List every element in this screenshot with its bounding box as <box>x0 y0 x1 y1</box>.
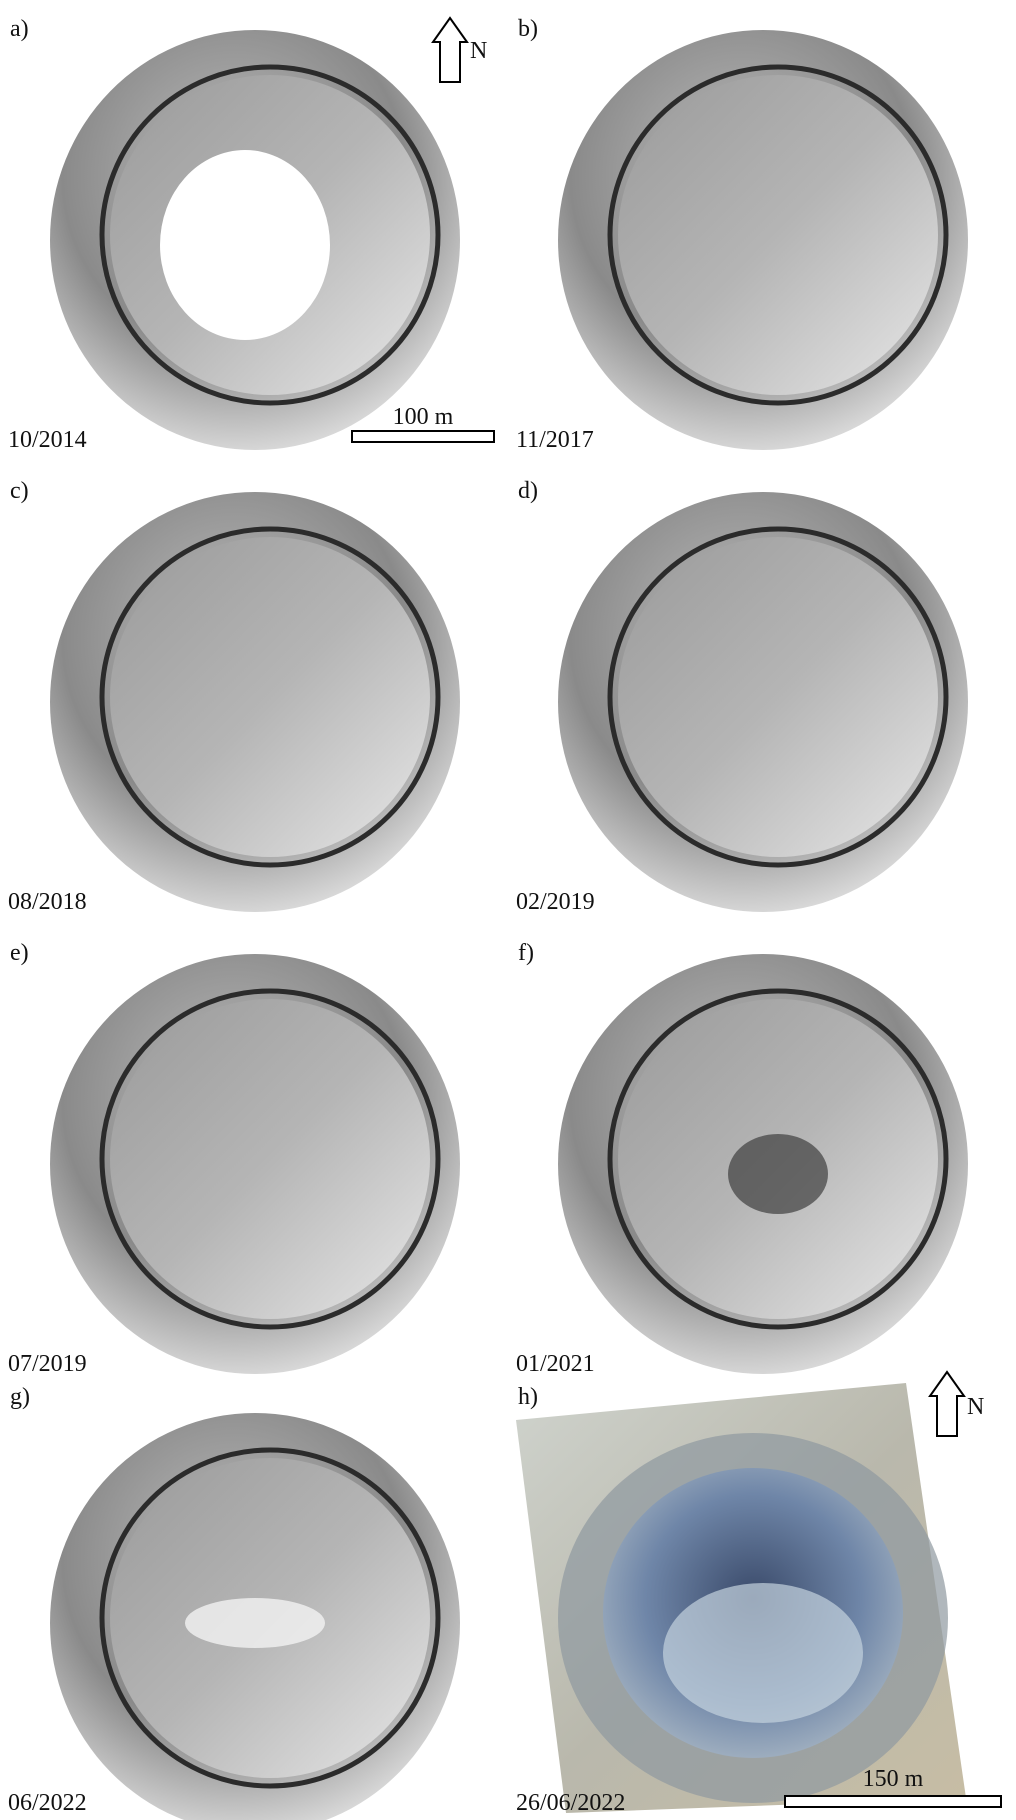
panel-date: 06/2022 <box>8 1790 87 1816</box>
crater-floor <box>618 75 938 395</box>
north-arrow: N <box>433 18 487 82</box>
panel: d) 02/2019 <box>516 478 968 915</box>
panel-date: 02/2019 <box>516 889 595 915</box>
panel-date: 11/2017 <box>516 427 594 453</box>
arrow <box>930 1372 964 1436</box>
cone <box>185 1598 325 1648</box>
north-label: N <box>470 38 487 64</box>
panel: g) 06/2022 <box>8 1384 460 1820</box>
scale-bar-label: 150 m <box>863 1766 924 1792</box>
crater-floor <box>663 1583 863 1723</box>
panel-label: h) <box>518 1384 538 1410</box>
north-arrow: N <box>930 1372 984 1436</box>
panel-date: 08/2018 <box>8 889 87 915</box>
panel: b) 11/2017 <box>516 16 968 453</box>
panel-label: f) <box>518 940 534 966</box>
cone <box>728 1134 828 1214</box>
panel-date: 01/2021 <box>516 1351 595 1377</box>
north-label: N <box>967 1394 984 1420</box>
panel: a) 10/2014 <box>8 16 460 453</box>
panel: c) 08/2018 <box>8 478 460 915</box>
figure: a) 10/2014 b) 11/2017 c) 08/2018 d) 02/2019 e) 07… <box>0 0 1016 1820</box>
panel-label: d) <box>518 478 538 504</box>
panels: a) 10/2014 b) 11/2017 c) 08/2018 d) 02/2019 e) 07… <box>8 16 968 1820</box>
panel-label: c) <box>10 478 29 504</box>
scale-bar-rect <box>785 1796 1001 1807</box>
panel-label: b) <box>518 16 538 42</box>
panel-label: g) <box>10 1384 30 1410</box>
scale-bar-label: 100 m <box>393 404 454 430</box>
crater-floor <box>110 999 430 1319</box>
panel-date: 07/2019 <box>8 1351 87 1377</box>
crater-floor <box>110 537 430 857</box>
arrow <box>433 18 467 82</box>
scale-bar-rect <box>352 431 494 442</box>
panel-date: 10/2014 <box>8 427 87 453</box>
panel-date: 26/06/2022 <box>516 1790 625 1816</box>
crater-floor <box>618 537 938 857</box>
panel: f) 01/2021 <box>516 940 968 1377</box>
panel: h) 26/06/2022 <box>516 1383 966 1816</box>
panel-label: a) <box>10 16 29 42</box>
panel-label: e) <box>10 940 29 966</box>
crater-hole <box>160 150 330 340</box>
panel: e) 07/2019 <box>8 940 460 1377</box>
